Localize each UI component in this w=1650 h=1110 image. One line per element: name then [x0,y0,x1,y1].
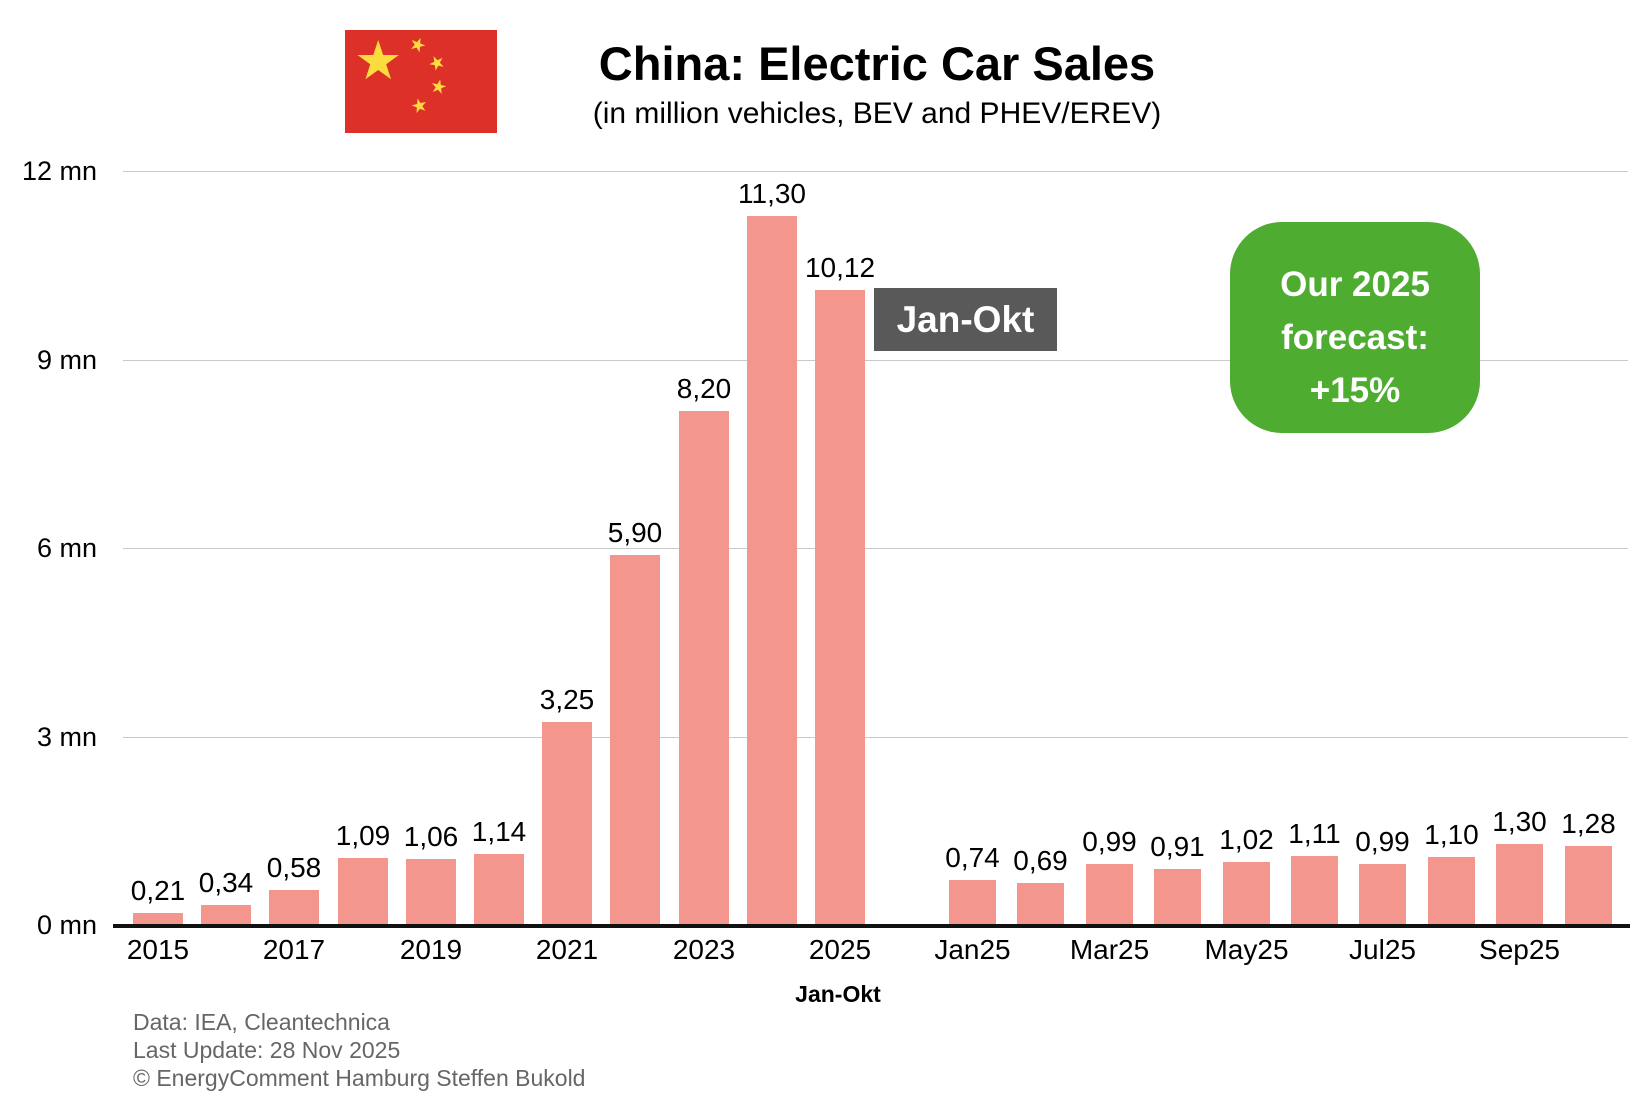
bar-2020 [474,854,524,926]
bar-value-label-2017: 0,58 [266,852,322,883]
x-axis-tick-label-2017: 2017 [262,934,326,965]
x-axis-tick-label-2023: 2023 [672,934,736,965]
bar-value-label-2018: 1,09 [335,820,391,851]
x-axis-tick-label-Mar25: Mar25 [1069,934,1150,965]
chart-subtitle: (in million vehicles, BEV and PHEV/EREV) [592,97,1162,130]
x-axis-tick-label-Sep25: Sep25 [1479,934,1560,965]
gridline-6mn [123,548,1628,549]
y-axis-tick-label: 0 mn [36,910,97,940]
bar-2015 [133,913,183,926]
bar-value-label-2024: 11,30 [738,178,806,209]
forecast-line-3: +15% [1309,371,1401,410]
bar-2024 [747,216,797,926]
x-axis-tick-label-Jul25: Jul25 [1349,934,1416,965]
bar-2017 [269,890,319,926]
forecast-box-padding [1230,222,1480,258]
x-axis-tick-label-May25: May25 [1204,934,1289,965]
bar-Apr25 [1154,869,1201,926]
bar-value-label-Aug25: 1,10 [1424,819,1479,850]
bar-Feb25 [1017,883,1064,926]
bar-Okt25 [1565,846,1612,926]
bar-Jan25 [949,880,996,926]
y-axis-tick-label: 12 mn [21,156,97,186]
bar-2025 [815,290,865,926]
bar-value-label-Mar25: 0,99 [1082,826,1137,857]
footer-copyright: © EnergyComment Hamburg Steffen Bukold [133,1065,586,1091]
bar-2021 [542,722,592,926]
x-axis-line [113,924,1630,928]
bar-value-label-2021: 3,25 [539,684,595,715]
bar-Mar25 [1086,864,1133,926]
x-axis-tick-label-2021: 2021 [535,934,599,965]
bar-value-label-Sep25: 1,30 [1492,806,1547,837]
bar-value-label-2020: 1,14 [471,816,527,847]
bar-2019 [406,859,456,926]
flag-big-star-icon: ★ [354,31,403,91]
x-axis-sublabel: Jan-Okt [795,981,881,1007]
forecast-line-2: forecast: [1281,318,1429,357]
bar-value-label-Apr25: 0,91 [1150,831,1205,862]
bar-Jun25 [1291,856,1338,926]
bar-2016 [201,905,251,926]
bar-value-label-2025: 10,12 [804,252,876,283]
bar-value-label-Jan25: 0,74 [945,842,1000,873]
x-axis-tick-label-2019: 2019 [399,934,463,965]
bar-2022 [610,555,660,926]
bar-2018 [338,858,388,926]
period-badge: Jan-Okt [874,288,1057,351]
footer-last-update: Last Update: 28 Nov 2025 [133,1037,401,1063]
bar-Jul25 [1359,864,1406,926]
x-axis-tick-label-2015: 2015 [126,934,190,965]
x-axis-tick-label-Jan25: Jan25 [934,934,1011,965]
bar-value-label-Okt25: 1,28 [1561,808,1616,839]
bar-value-label-Feb25: 0,69 [1013,845,1068,876]
forecast-box: Our 2025 forecast: +15% [1230,222,1480,433]
bar-value-label-2019: 1,06 [403,821,459,852]
bar-value-label-2022: 5,90 [607,517,663,548]
y-axis-tick-label: 6 mn [36,533,97,563]
bar-value-label-2023: 8,20 [676,373,732,404]
bar-May25 [1223,862,1270,926]
gridline-3mn [123,737,1628,738]
bar-2023 [679,411,729,926]
footer-source: Data: IEA, Cleantechnica [133,1009,390,1035]
china-flag-icon: ★ ★ ★ ★ ★ [345,30,497,133]
bar-Aug25 [1428,857,1475,926]
x-axis-tick-label-2025: 2025 [808,934,872,965]
y-axis-tick-label: 3 mn [36,722,97,752]
bar-value-label-Jun25: 1,11 [1288,818,1341,849]
forecast-line-1: Our 2025 [1280,265,1430,304]
gridline-9mn [123,360,1628,361]
gridline-12mn [123,171,1628,172]
bar-value-label-2016: 0,34 [198,867,254,898]
bar-value-label-Jul25: 0,99 [1355,826,1410,857]
bar-value-label-2015: 0,21 [130,875,186,906]
bar-value-label-May25: 1,02 [1219,824,1274,855]
bar-Sep25 [1496,844,1543,926]
chart-title: China: Electric Car Sales [598,37,1156,90]
y-axis-tick-label: 9 mn [36,345,97,375]
